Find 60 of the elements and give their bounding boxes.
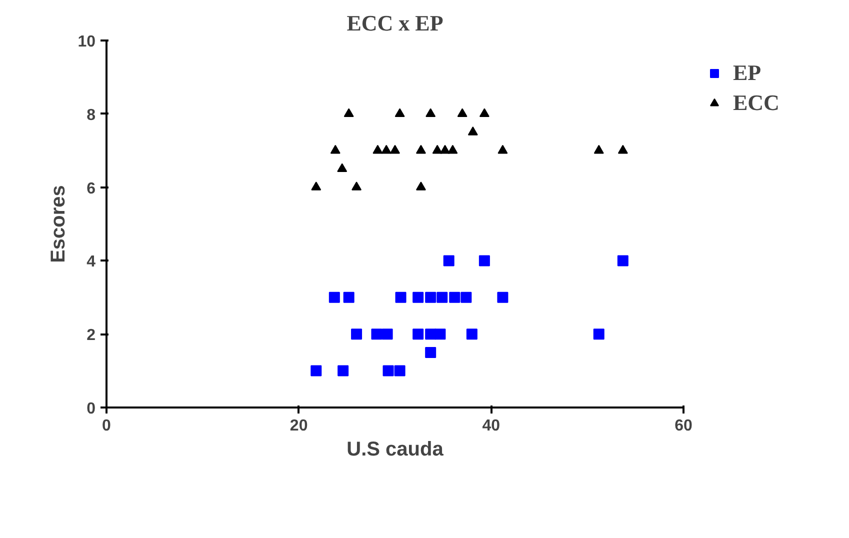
point xyxy=(412,328,424,340)
point xyxy=(468,126,478,136)
point xyxy=(448,144,458,154)
point xyxy=(343,292,354,303)
point xyxy=(432,144,442,154)
point xyxy=(618,144,628,154)
point xyxy=(381,144,392,154)
point xyxy=(443,255,454,266)
legend-label: EP xyxy=(733,60,762,86)
point xyxy=(479,108,490,117)
point xyxy=(352,182,362,190)
point xyxy=(594,144,604,154)
point xyxy=(372,144,383,154)
chart-title: ECC x EP xyxy=(346,10,444,36)
point xyxy=(351,328,362,340)
point xyxy=(344,108,354,117)
point xyxy=(311,182,322,190)
point xyxy=(457,108,468,117)
point xyxy=(395,292,406,303)
point xyxy=(382,365,394,376)
point xyxy=(338,365,349,376)
point xyxy=(434,328,446,340)
x-tick-label: 40 xyxy=(482,418,500,434)
point xyxy=(330,144,340,154)
y-tick-label: 2 xyxy=(86,327,96,344)
y-tick-label: 4 xyxy=(86,254,96,271)
point xyxy=(425,292,436,303)
point xyxy=(425,346,436,358)
y-axis-title: Escores xyxy=(48,185,70,263)
point xyxy=(328,292,340,303)
x-tick-label: 20 xyxy=(290,418,308,434)
point xyxy=(416,182,426,190)
point xyxy=(412,292,424,303)
point xyxy=(371,328,382,340)
x-tick-label: 60 xyxy=(674,418,692,434)
point xyxy=(498,144,508,154)
point xyxy=(394,365,406,376)
point xyxy=(390,144,400,154)
x-axis-title: U.S cauda xyxy=(346,438,444,460)
point xyxy=(382,328,393,340)
point xyxy=(394,108,405,117)
legend-label: ECC xyxy=(733,90,780,116)
point xyxy=(426,108,436,117)
point xyxy=(436,292,448,303)
y-tick-label: 10 xyxy=(78,34,96,50)
point xyxy=(337,163,348,172)
y-tick-label: 0 xyxy=(86,400,96,418)
point xyxy=(497,292,508,303)
point xyxy=(466,328,478,340)
point xyxy=(460,292,472,303)
point xyxy=(440,144,450,154)
point xyxy=(449,292,460,303)
point xyxy=(478,255,490,266)
point xyxy=(617,255,628,266)
y-tick-label: 8 xyxy=(86,106,96,124)
x-tick-label: 0 xyxy=(102,418,112,434)
point xyxy=(310,365,322,376)
y-tick-label: 6 xyxy=(86,180,96,198)
point xyxy=(416,144,426,154)
point xyxy=(593,328,604,340)
